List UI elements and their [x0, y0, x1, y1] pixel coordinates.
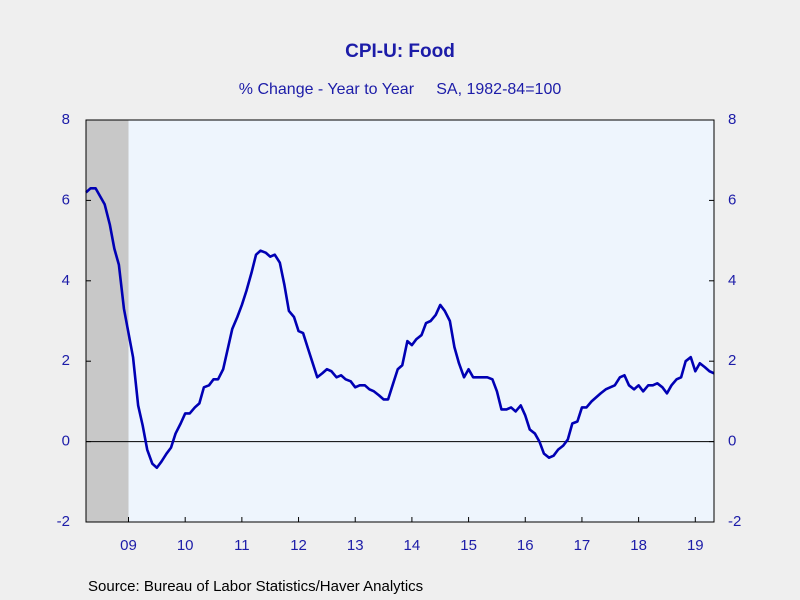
x-tick-label: 17	[574, 537, 591, 554]
x-tick-label: 18	[630, 537, 647, 554]
y-tick-label: 2	[62, 352, 70, 369]
y2-tick-label: 6	[728, 191, 736, 208]
x-tick-label: 10	[177, 537, 194, 554]
plot-area	[86, 120, 714, 522]
data-line	[85, 187, 715, 470]
y-tick-label: -2	[57, 513, 70, 530]
x-tick-label: 16	[517, 537, 534, 554]
y-tick-label: 6	[62, 191, 70, 208]
x-tick-label: 15	[460, 537, 477, 554]
y2-tick-label: 2	[728, 352, 736, 369]
y2-tick-label: 4	[728, 272, 736, 289]
y-tick-label: 0	[62, 433, 70, 450]
x-tick-label: 19	[687, 537, 704, 554]
chart-title: CPI-U: Food	[345, 41, 455, 62]
x-tick-label: 14	[404, 537, 421, 554]
y-tick-label: 4	[62, 272, 70, 289]
x-tick-label: 12	[290, 537, 307, 554]
x-tick-label: 13	[347, 537, 364, 554]
y2-tick-label: -2	[728, 513, 741, 530]
recession-shade	[86, 120, 129, 522]
y2-tick-label: 0	[728, 433, 736, 450]
x-tick-label: 09	[120, 537, 137, 554]
plot-border	[85, 119, 715, 523]
y2-tick-label: 8	[728, 111, 736, 128]
source-note: Source: Bureau of Labor Statistics/Haver…	[88, 578, 423, 595]
chart-subtitle: % Change - Year to Year SA, 1982-84=100	[239, 81, 562, 98]
y-tick-label: 8	[62, 111, 70, 128]
x-tick-label: 11	[234, 537, 250, 554]
